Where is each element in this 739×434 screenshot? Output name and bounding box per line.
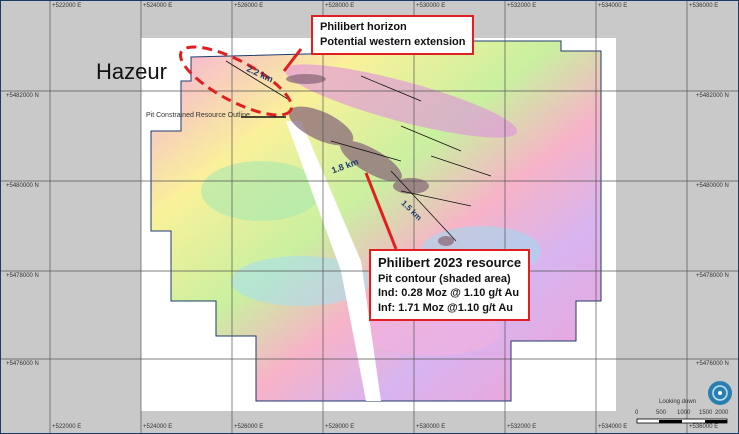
easting-label: +526000 E — [234, 424, 264, 430]
northing-label: +5478000 N — [696, 273, 729, 279]
northing-label: +5478000 N — [6, 273, 39, 279]
easting-label: +524000 E — [143, 3, 173, 9]
easting-label: +536000 E — [689, 3, 719, 9]
callout-title: Philibert 2023 resource — [378, 255, 522, 270]
callout-line: Potential western extension — [320, 35, 466, 48]
callout-line: Philibert horizon — [320, 21, 407, 33]
northing-label: +5482000 N — [6, 93, 39, 99]
view-label: Looking down — [659, 399, 697, 405]
easting-label: +534000 E — [598, 424, 628, 430]
easting-label: +528000 E — [325, 424, 355, 430]
northing-label: +5480000 N — [6, 183, 39, 189]
callout-line: Ind: 0.28 Moz @ 1.10 g/t Au — [378, 287, 520, 300]
scale-label: 500 — [656, 410, 667, 416]
scale-label: 1000 — [677, 410, 691, 416]
pit-outline-label: Pit Constrained Resource Outline — [146, 112, 250, 119]
northing-label: +5482000 N — [696, 93, 729, 99]
callout-philibert-horizon: Philibert horizon Potential western exte… — [311, 15, 475, 55]
scale-label: 2000 — [715, 410, 729, 416]
scale-bar — [636, 418, 728, 424]
white-dyke — [286, 121, 381, 401]
easting-label: +532000 E — [507, 3, 537, 9]
northing-label: +5480000 N — [696, 183, 729, 189]
easting-label: +522000 E — [52, 424, 82, 430]
easting-label: +530000 E — [416, 3, 446, 9]
compass-globe-icon — [708, 381, 732, 405]
northing-label: +5476000 N — [6, 361, 39, 367]
hazeur-extension-outline — [178, 45, 294, 117]
easting-label: +534000 E — [598, 3, 628, 9]
easting-label: +532000 E — [507, 424, 537, 430]
northing-label: +5476000 N — [696, 361, 729, 367]
easting-label: +524000 E — [143, 424, 173, 430]
scale-label: 1500 — [699, 410, 713, 416]
easting-label: +526000 E — [234, 3, 264, 9]
callout-philibert-resource: Philibert 2023 resource Pit contour (sha… — [369, 249, 531, 322]
distance-arrows — [225, 60, 492, 242]
hazeur-label: Hazeur — [96, 59, 167, 84]
callout-line: Pit contour (shaded area) — [378, 272, 511, 285]
easting-label: +528000 E — [325, 3, 355, 9]
callout-pointer — [364, 172, 398, 250]
easting-label: +530000 E — [416, 424, 446, 430]
callout-line: Inf: 1.71 Moz @1.10 g/t Au — [378, 302, 514, 315]
pit-outline — [286, 74, 454, 246]
scale-label: 0 — [635, 410, 639, 416]
easting-label: +522000 E — [52, 3, 82, 9]
easting-label: +536000 E — [689, 424, 719, 430]
